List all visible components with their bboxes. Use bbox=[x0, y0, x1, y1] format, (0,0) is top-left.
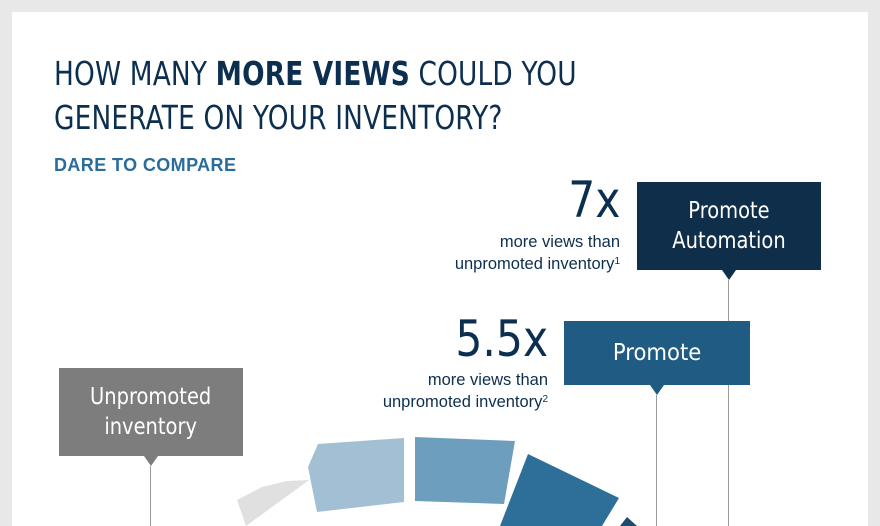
title-line1-post: COULD YOU bbox=[409, 54, 577, 93]
promote-label-text: Promote bbox=[612, 340, 702, 366]
donut-segment-blue bbox=[500, 454, 619, 526]
subtitle: DARE TO COMPARE bbox=[54, 155, 237, 175]
unpromoted-label-line1: Unpromoted bbox=[90, 384, 212, 410]
donut-segment-midblue bbox=[415, 437, 515, 504]
automation-label-line2: Automation bbox=[672, 228, 786, 254]
title-line1-bold: MORE VIEWS bbox=[215, 54, 410, 93]
promote-footnote: 2 bbox=[542, 394, 548, 405]
donut-segment-lightblue bbox=[308, 438, 404, 512]
automation-desc-line2: unpromoted inventory bbox=[454, 255, 615, 273]
automation-footnote: 1 bbox=[614, 256, 620, 267]
promote-desc-line1: more views than bbox=[427, 371, 548, 389]
title-line2: GENERATE ON YOUR INVENTORY? bbox=[54, 98, 503, 137]
donut-segment-gray-1 bbox=[237, 480, 309, 526]
views-donut-graphic bbox=[237, 437, 637, 526]
promote-automation-label: Promote Automation bbox=[637, 182, 821, 280]
automation-desc-line1: more views than bbox=[499, 233, 620, 251]
automation-multiplier: 7x bbox=[567, 171, 620, 229]
promote-desc-line2: unpromoted inventory bbox=[382, 393, 543, 411]
promote-connector-line bbox=[656, 395, 657, 526]
title-line1-pre: HOW MANY bbox=[54, 54, 216, 93]
promote-description: more views than unpromoted inventory2 bbox=[383, 369, 548, 413]
infographic-card: HOW MANY MORE VIEWS COULD YOU GENERATE O… bbox=[12, 12, 868, 526]
automation-label-line1: Promote bbox=[688, 198, 770, 224]
unpromoted-inventory-label: Unpromoted inventory bbox=[59, 368, 243, 466]
unpromoted-label-line2: inventory bbox=[104, 414, 198, 440]
automation-description: more views than unpromoted inventory1 bbox=[455, 231, 620, 275]
automation-connector-line bbox=[728, 280, 729, 526]
promote-label: Promote bbox=[564, 321, 750, 395]
unpromoted-connector-line bbox=[150, 466, 151, 526]
promote-multiplier: 5.5x bbox=[455, 310, 548, 368]
page-title: HOW MANY MORE VIEWS COULD YOU GENERATE O… bbox=[54, 52, 577, 140]
donut-segment-navy bbox=[620, 517, 637, 526]
